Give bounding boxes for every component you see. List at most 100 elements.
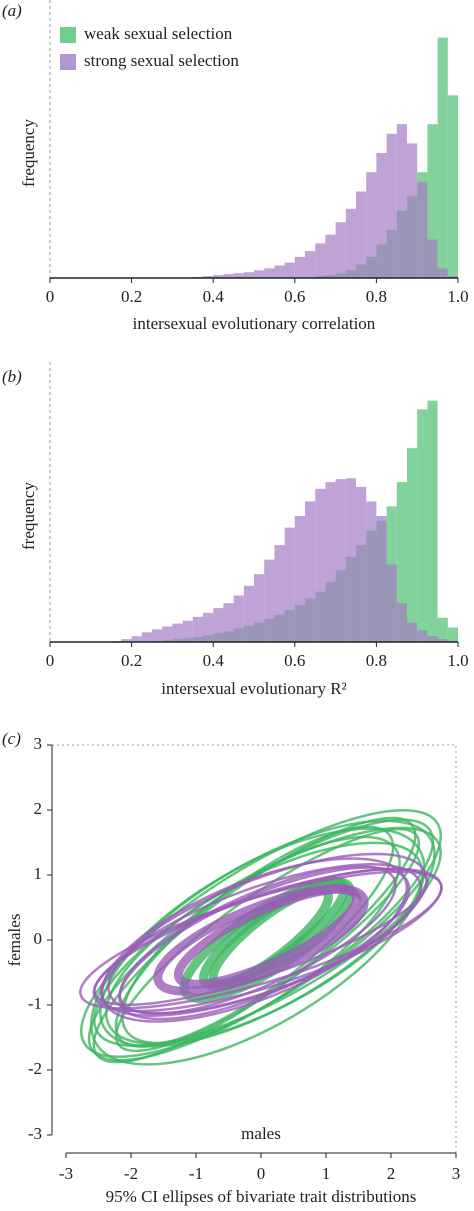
y-axis-label: frequency xyxy=(19,482,38,550)
bar xyxy=(294,516,305,642)
x-tick-label: 0 xyxy=(46,651,55,670)
bar xyxy=(274,545,285,642)
x-tick-label: 0.2 xyxy=(121,651,142,670)
bar xyxy=(315,243,326,278)
bar xyxy=(366,172,377,278)
bar xyxy=(243,272,254,278)
bar xyxy=(141,632,152,642)
panel-label: (c) xyxy=(2,729,21,748)
x-tick-label: 0.8 xyxy=(366,651,387,670)
bar xyxy=(407,448,418,642)
y-tick-label: -2 xyxy=(28,1059,42,1078)
bar xyxy=(407,622,418,642)
bar xyxy=(356,191,367,278)
y-axis-label: females xyxy=(5,914,24,967)
bar xyxy=(325,234,336,278)
bar xyxy=(203,612,214,642)
panel-label: (a) xyxy=(2,1,22,20)
bar xyxy=(325,482,336,642)
bar xyxy=(284,527,295,642)
bar xyxy=(396,603,407,642)
legend-label: weak sexual selection xyxy=(84,24,233,43)
legend-label: strong sexual selection xyxy=(84,51,239,70)
ci-ellipse xyxy=(118,865,397,1015)
bar xyxy=(417,409,428,642)
x-tick-label: -3 xyxy=(59,1164,73,1183)
inner-x-label: males xyxy=(241,1124,281,1143)
bar xyxy=(447,95,458,278)
y-tick-label: -3 xyxy=(28,1124,42,1143)
x-tick-label: 0.8 xyxy=(366,287,387,306)
bar xyxy=(264,559,275,642)
ci-ellipse xyxy=(90,827,426,1066)
x-tick-label: 0.4 xyxy=(203,287,225,306)
bar xyxy=(386,133,397,278)
bar xyxy=(315,488,326,642)
bar xyxy=(427,400,438,642)
panel-label: (b) xyxy=(2,367,22,386)
legend-swatch xyxy=(60,27,76,43)
bar xyxy=(305,501,316,642)
legend-swatch xyxy=(60,54,76,70)
bar xyxy=(427,239,438,278)
x-tick-label: 0 xyxy=(46,287,55,306)
bar xyxy=(254,574,265,642)
x-axis-label: intersexual evolutionary R² xyxy=(161,679,346,698)
bar xyxy=(437,617,448,642)
bar xyxy=(427,636,438,642)
bar xyxy=(223,603,234,642)
bar xyxy=(203,276,214,278)
bar xyxy=(345,208,356,278)
bar xyxy=(437,37,448,278)
bar xyxy=(427,124,438,279)
x-tick-label: 0.2 xyxy=(121,287,142,306)
x-tick-label: 0.4 xyxy=(203,651,225,670)
bar xyxy=(386,564,397,642)
bar xyxy=(192,616,203,642)
x-tick-label: 1.0 xyxy=(447,651,468,670)
x-tick-label: 3 xyxy=(452,1164,461,1183)
bar xyxy=(264,268,275,278)
ci-ellipse xyxy=(153,884,369,996)
x-tick-label: -1 xyxy=(189,1164,203,1183)
bar xyxy=(254,270,265,278)
bar xyxy=(447,276,458,278)
bar xyxy=(335,479,346,642)
ci-ellipse xyxy=(79,870,443,1010)
x-axis-label: 95% CI ellipses of bivariate trait distr… xyxy=(106,1187,417,1206)
bar xyxy=(437,639,448,642)
ci-ellipse xyxy=(107,852,428,1015)
bar xyxy=(447,627,458,642)
ci-ellipse xyxy=(99,819,436,1048)
bar xyxy=(417,181,428,278)
y-axis-label: frequency xyxy=(19,119,38,187)
frame xyxy=(52,744,457,1153)
y-tick-label: -1 xyxy=(28,994,42,1013)
y-tick-label: 3 xyxy=(34,734,43,753)
bar xyxy=(162,626,173,642)
bar xyxy=(213,608,224,642)
x-tick-label: 1 xyxy=(322,1164,331,1183)
x-tick-label: -2 xyxy=(124,1164,138,1183)
x-tick-label: 0.6 xyxy=(284,651,305,670)
bar xyxy=(396,124,407,279)
bar xyxy=(407,143,418,278)
bar xyxy=(213,275,224,278)
bar xyxy=(182,620,193,642)
y-tick-label: 1 xyxy=(34,864,43,883)
bar xyxy=(376,153,387,278)
bar xyxy=(243,585,254,642)
bar xyxy=(223,274,234,278)
bar xyxy=(121,639,132,642)
ci-ellipse xyxy=(80,809,442,1058)
bar xyxy=(356,486,367,642)
bar xyxy=(366,501,377,642)
x-tick-label: 0.6 xyxy=(284,287,305,306)
bar xyxy=(345,478,356,642)
x-tick-label: 1.0 xyxy=(447,287,468,306)
bar xyxy=(417,630,428,642)
bar xyxy=(233,273,244,278)
bar xyxy=(294,256,305,278)
bar xyxy=(152,629,163,642)
